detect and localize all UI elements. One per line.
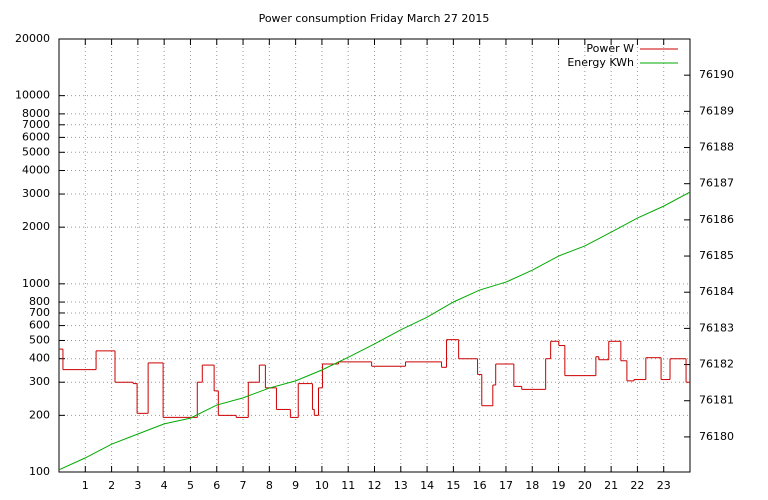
plot-frame [58, 38, 691, 473]
y-tick-label: 500 [29, 333, 50, 346]
chart-title: Power consumption Friday March 27 2015 [259, 12, 490, 25]
y-tick-label: 5000 [22, 145, 50, 158]
x-tick-label: 18 [525, 479, 539, 492]
y2-tick-label: 76181 [699, 394, 734, 407]
x-tick-label: 15 [446, 479, 460, 492]
x-tick-label: 21 [604, 479, 618, 492]
y2-tick-label: 76183 [699, 321, 734, 334]
y2-tick-label: 76188 [699, 141, 734, 154]
y2-tick-label: 76187 [699, 177, 734, 190]
x-tick-label: 6 [213, 479, 220, 492]
x-tick-label: 7 [240, 479, 247, 492]
y2-tick-label: 76185 [699, 249, 734, 262]
x-tick-label: 1 [82, 479, 89, 492]
y-tick-label: 10000 [15, 89, 50, 102]
y2-tick-label: 76186 [699, 213, 734, 226]
y-tick-label: 4000 [22, 164, 50, 177]
y-tick-label: 8000 [22, 107, 50, 120]
x-tick-label: 22 [630, 479, 644, 492]
y-tick-label: 7000 [22, 118, 50, 131]
legend-label: Energy KWh [567, 56, 634, 69]
x-tick-label: 13 [394, 479, 408, 492]
x-tick-label: 14 [420, 479, 434, 492]
y-tick-label: 700 [29, 306, 50, 319]
y-tick-label: 100 [29, 465, 50, 478]
x-tick-label: 23 [657, 479, 671, 492]
legend-label: Power W [586, 42, 634, 55]
y-tick-label: 6000 [22, 130, 50, 143]
y-tick-label: 20000 [15, 32, 50, 45]
x-tick-label: 8 [266, 479, 273, 492]
y-tick-label: 400 [29, 352, 50, 365]
x-tick-label: 9 [292, 479, 299, 492]
x-tick-label: 16 [473, 479, 487, 492]
y2-tick-label: 76184 [699, 285, 734, 298]
x-tick-label: 20 [578, 479, 592, 492]
y2-tick-label: 76182 [699, 358, 734, 371]
energy-line [58, 191, 691, 471]
y-tick-label: 3000 [22, 187, 50, 200]
x-tick-label: 4 [161, 479, 168, 492]
x-tick-label: 12 [368, 479, 382, 492]
x-tick-label: 2 [108, 479, 115, 492]
x-tick-label: 19 [552, 479, 566, 492]
y-tick-label: 600 [29, 319, 50, 332]
x-tick-label: 5 [187, 479, 194, 492]
y-tick-label: 2000 [22, 220, 50, 233]
x-tick-label: 17 [499, 479, 513, 492]
y2-tick-label: 76189 [699, 104, 734, 117]
y-tick-label: 200 [29, 408, 50, 421]
y-tick-label: 1000 [22, 277, 50, 290]
y-tick-label: 300 [29, 375, 50, 388]
x-tick-label: 3 [134, 479, 141, 492]
y2-tick-label: 76190 [699, 68, 734, 81]
x-tick-label: 11 [341, 479, 355, 492]
y-tick-label: 800 [29, 295, 50, 308]
x-tick-label: 10 [315, 479, 329, 492]
y2-tick-label: 76180 [699, 430, 734, 443]
